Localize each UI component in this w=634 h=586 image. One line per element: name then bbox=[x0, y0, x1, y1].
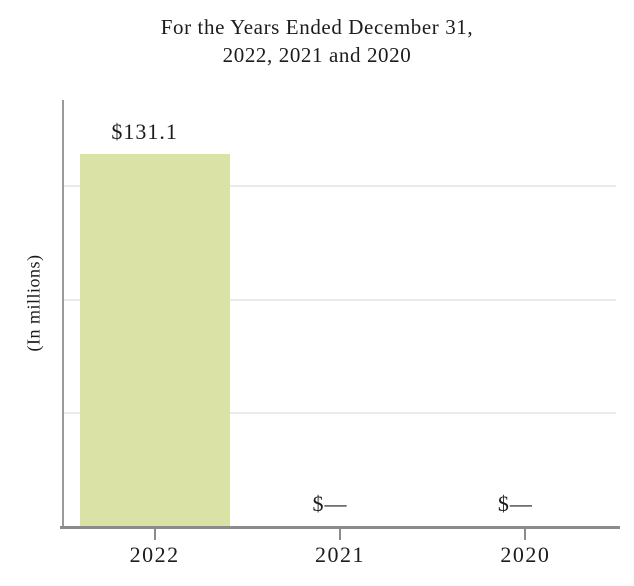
x-tick-2021 bbox=[339, 529, 341, 540]
y-axis-line bbox=[62, 100, 64, 529]
plot-area: $131.1 $— $— bbox=[60, 100, 620, 540]
bar-2022 bbox=[79, 153, 230, 526]
gridline-80 bbox=[63, 298, 616, 301]
chart-title-line1: For the Years Ended December 31, bbox=[160, 15, 474, 39]
x-tick-2020 bbox=[524, 529, 527, 540]
value-label-2020: $— bbox=[497, 491, 533, 516]
value-label-2022: $131.1 bbox=[111, 118, 178, 144]
chart-title-line2: 2022, 2021 and 2020 bbox=[222, 43, 412, 67]
x-tick-label-2021: 2021 bbox=[315, 542, 365, 567]
gridline-120 bbox=[63, 185, 616, 188]
y-axis-label: (In millions) bbox=[23, 254, 44, 352]
value-label-2021: $— bbox=[312, 491, 348, 516]
gridline-40 bbox=[63, 412, 616, 415]
x-axis-line bbox=[60, 526, 620, 529]
x-tick-label-2022: 2022 bbox=[129, 542, 180, 567]
x-tick-2022 bbox=[153, 529, 156, 540]
x-tick-label-2020: 2020 bbox=[500, 542, 551, 567]
chart-title: For the Years Ended December 31, 2022, 2… bbox=[0, 13, 634, 69]
